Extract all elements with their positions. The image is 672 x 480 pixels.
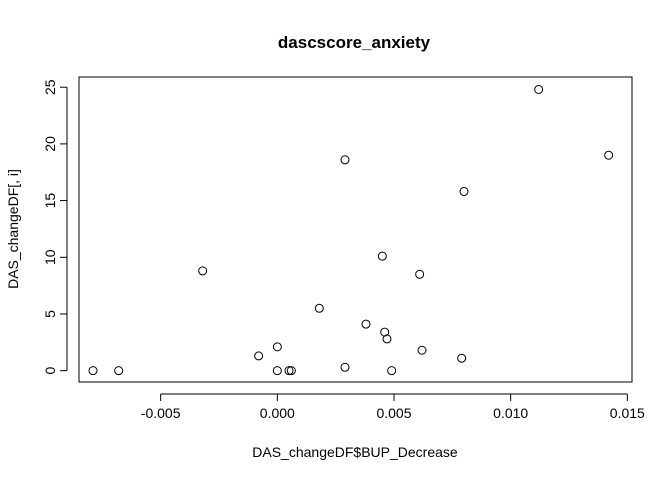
y-axis-label: DAS_changeDF[, i] <box>5 169 21 289</box>
data-point <box>459 187 469 197</box>
data-point <box>417 345 427 355</box>
x-axis: -0.005 0.000 0.005 0.010 0.015 <box>141 393 645 421</box>
y-axis: 0 5 10 15 20 25 <box>42 79 68 375</box>
plot-box <box>78 76 633 383</box>
data-point <box>254 351 264 361</box>
data-point <box>604 150 614 160</box>
data-point <box>457 353 467 363</box>
x-tick-label: 0.015 <box>610 405 645 421</box>
y-tick-label: 20 <box>42 136 58 152</box>
x-tick-label: 0.010 <box>493 405 528 421</box>
data-point <box>272 342 282 352</box>
y-tick-label: 5 <box>42 310 58 318</box>
data-point <box>415 269 425 279</box>
y-tick-label: 10 <box>42 249 58 265</box>
data-point <box>534 84 544 94</box>
data-point <box>284 366 294 376</box>
x-tick-label: 0.000 <box>260 405 295 421</box>
y-tick-label: 15 <box>42 193 58 209</box>
data-point <box>382 334 392 344</box>
chart-title: dascscore_anxiety <box>278 33 431 52</box>
data-point <box>198 266 208 276</box>
data-point <box>272 366 282 376</box>
data-point <box>114 366 124 376</box>
data-point <box>340 362 350 372</box>
x-tick-label: 0.005 <box>376 405 411 421</box>
x-tick-label: -0.005 <box>141 405 181 421</box>
data-point <box>377 251 387 261</box>
y-tick-label: 0 <box>42 367 58 375</box>
data-point <box>380 327 390 337</box>
data-point <box>286 366 296 376</box>
x-axis-label: DAS_changeDF$BUP_Decrease <box>252 444 458 460</box>
data-point <box>361 319 371 329</box>
data-point <box>387 366 397 376</box>
data-point <box>314 303 324 313</box>
data-points <box>88 84 614 376</box>
data-point <box>88 366 98 376</box>
data-point <box>340 155 350 165</box>
y-tick-label: 25 <box>42 79 58 95</box>
